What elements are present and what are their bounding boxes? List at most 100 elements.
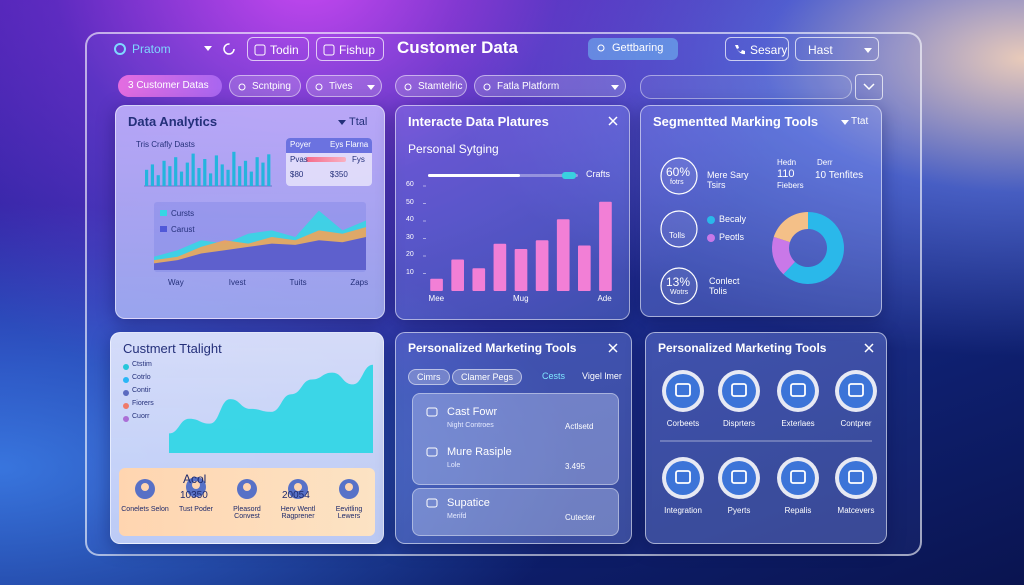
tool-label: Repalis: [784, 506, 812, 515]
caret-icon: [367, 85, 375, 90]
icon-glyph: [141, 483, 149, 491]
tool-button[interactable]: [776, 369, 820, 413]
tool-button[interactable]: [776, 456, 820, 500]
legend-dot: [123, 377, 129, 383]
chip-icon: [404, 83, 412, 91]
info-key: Poyer: [290, 140, 311, 149]
kpi-icon: [237, 479, 257, 499]
close-button[interactable]: [864, 343, 874, 353]
tool-label: Disprters: [722, 419, 755, 428]
bar: [514, 249, 528, 291]
icon-ring: [666, 374, 700, 408]
tab-label: Cimrs: [417, 372, 441, 382]
button[interactable]: 3 Customer Datas: [118, 75, 222, 97]
legend-label: Peotls: [719, 232, 745, 242]
search-field[interactable]: [640, 75, 852, 99]
brand-dot: [114, 43, 126, 55]
bar: [174, 157, 178, 186]
icon-ring: [722, 461, 756, 495]
bar: [220, 164, 224, 186]
item-status: 3.495: [565, 462, 586, 471]
button[interactable]: Fatla Platform: [474, 75, 626, 97]
item-status: Actlsetd: [565, 422, 594, 431]
slider-label: Crafts: [586, 169, 611, 179]
panel-title: Data Analytics: [128, 114, 218, 129]
tool-button[interactable]: [834, 369, 878, 413]
icon-glyph: [192, 481, 200, 489]
dot: [707, 234, 715, 242]
kpi-icon: [135, 479, 155, 499]
button[interactable]: Pratom: [108, 37, 243, 61]
area: [169, 364, 373, 453]
button[interactable]: Stamtelric: [395, 75, 467, 97]
button[interactable]: Scntping: [229, 75, 301, 97]
caret: [204, 46, 212, 51]
item-status: Cutecter: [565, 513, 596, 522]
tab[interactable]: Cimrs: [408, 369, 450, 385]
slider[interactable]: [428, 172, 578, 180]
icon: [426, 407, 438, 417]
icon: [315, 83, 323, 91]
close-icon: [864, 343, 874, 353]
list-icon: [426, 498, 438, 508]
tab[interactable]: Clamer Pegs: [452, 369, 523, 385]
stat-ring: [660, 210, 698, 248]
tool-button[interactable]: [661, 369, 705, 413]
dropdown-button[interactable]: [855, 74, 883, 100]
icon-glyph: [294, 483, 302, 491]
icon-glyph: [790, 383, 806, 397]
slider-fill: [428, 174, 520, 177]
figure-label: Hedn: [777, 158, 797, 167]
slider-badge: [562, 172, 576, 179]
close-icon: [608, 116, 618, 126]
bar: [493, 243, 507, 291]
bar: [238, 166, 242, 186]
close-button[interactable]: [608, 343, 618, 353]
tool-button[interactable]: [834, 456, 878, 500]
icon-ring: [839, 374, 873, 408]
area-chart: Cursts Carust: [154, 209, 366, 270]
bar: [162, 160, 166, 186]
brand-name: Pratom: [132, 42, 171, 56]
tool-label: Exterlaes: [781, 419, 815, 428]
tool-button[interactable]: [717, 456, 761, 500]
icon: [426, 498, 438, 508]
item-subtitle: Lole: [447, 462, 461, 469]
close-button[interactable]: [608, 116, 618, 126]
button[interactable]: Fishup: [316, 37, 384, 61]
panel-title: Custmert Ttalight: [123, 341, 222, 356]
button[interactable]: Hast: [795, 37, 879, 61]
chip-icon: [315, 83, 323, 91]
tab[interactable]: Vigel lmer: [574, 369, 630, 383]
filter-chip-label: Fatla Platform: [497, 81, 560, 92]
tool-button[interactable]: [661, 456, 705, 500]
icon: [254, 44, 266, 56]
icon-glyph: [790, 470, 806, 484]
header-button-label: Todin: [270, 43, 299, 57]
button[interactable]: Sesary: [725, 37, 789, 61]
kpi-card: Conelets Selon Acol 10350 Tust Poder Pleasor…: [119, 468, 375, 536]
list-icon: [426, 407, 438, 417]
button[interactable]: Tives: [306, 75, 382, 97]
tool-button[interactable]: [717, 369, 761, 413]
stat-label: fotrs: [670, 179, 684, 186]
search-icon: [597, 44, 605, 52]
caret: [338, 120, 346, 125]
bar: [599, 201, 612, 291]
caret: [864, 48, 872, 53]
legend-dot: [123, 390, 129, 396]
button[interactable]: Todin: [247, 37, 309, 61]
button[interactable]: Gettbaring: [588, 38, 678, 60]
ring: [660, 267, 698, 305]
panel: Personalized Marketing Tools Cimrs Clamer …: [395, 332, 632, 544]
y-tick-label: 30: [406, 233, 414, 241]
caret: [841, 120, 849, 125]
bar: [243, 160, 248, 186]
x-tick-label: Zaps: [350, 278, 369, 287]
kpi-label: Conelets Selon: [121, 506, 169, 513]
caret: [367, 85, 375, 90]
bar: [214, 155, 219, 186]
tab[interactable]: Cests: [534, 369, 573, 383]
panel: Interacte Data Platures Personal Sytging C…: [395, 105, 630, 320]
chevron: [863, 83, 875, 91]
